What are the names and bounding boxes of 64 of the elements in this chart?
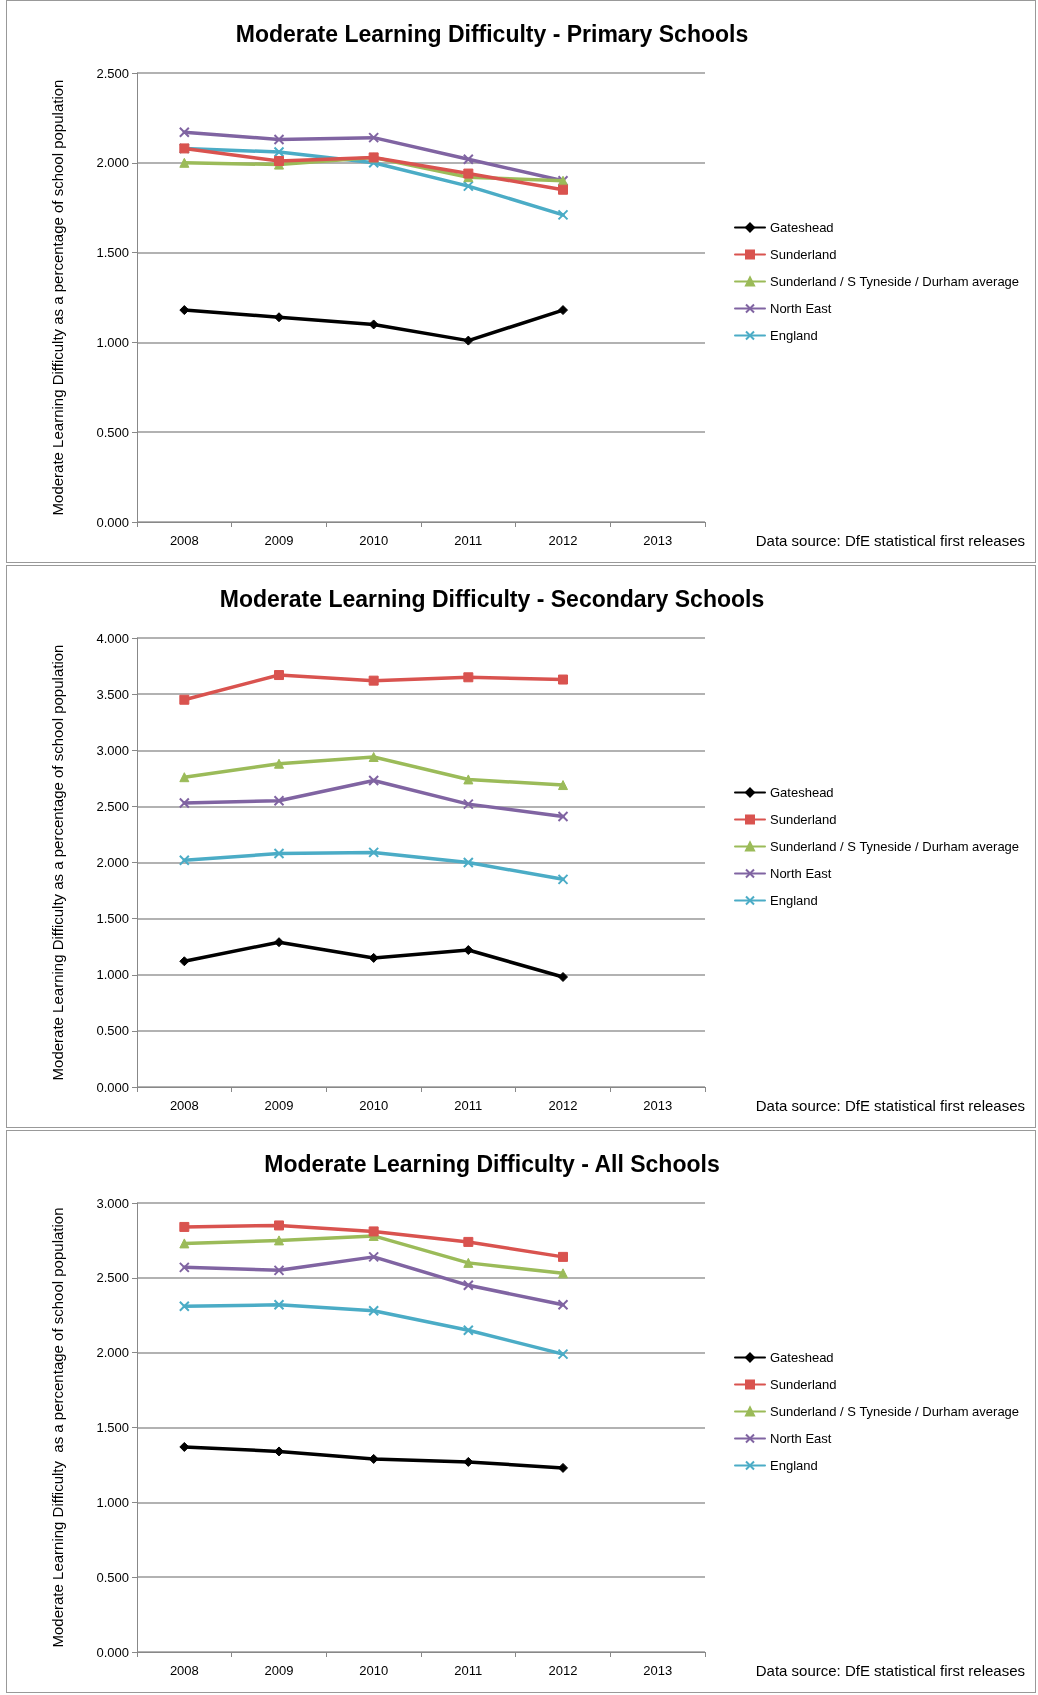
legend-label: Gateshead [770, 785, 834, 800]
y-tick-label: 4.000 [96, 630, 129, 646]
y-tick-label: 3.000 [96, 742, 129, 758]
source-note: Data source: DfE statistical first releases [755, 1097, 1026, 1114]
y-axis-title: Moderate Learning Difficulty as a percentage of school population [48, 644, 66, 1081]
x-tick-label: 2008 [169, 533, 199, 548]
legend-label: North East [770, 301, 832, 316]
x-tick-label: 2009 [264, 533, 294, 548]
legend-label: England [770, 328, 818, 343]
y-tick-label: 3.500 [96, 686, 129, 702]
y-tick-label: 0.000 [96, 1079, 129, 1095]
y-tick-label: 1.500 [96, 911, 129, 927]
y-tick-label: 2.500 [96, 798, 129, 814]
y-axis-title: Moderate Learning Difficulty as a percentage of school population [48, 79, 66, 516]
x-tick-label: 2012 [548, 533, 578, 548]
legend-label: England [770, 1458, 818, 1473]
x-tick-label: 2010 [359, 1663, 389, 1678]
x-tick-label: 2011 [454, 533, 483, 548]
y-tick-label: 0.000 [96, 1644, 129, 1660]
chart-title: Moderate Learning Difficulty - Secondary Schools [219, 585, 765, 612]
y-tick-label: 1.000 [96, 1494, 129, 1510]
y-tick-label: 1.000 [96, 967, 129, 983]
y-axis-title: Moderate Learning Difficulty as a percentage of school population [48, 1207, 66, 1648]
legend-label: North East [770, 1431, 832, 1446]
legend-label: England [770, 893, 818, 908]
legend-label: Sunderland [770, 247, 837, 262]
y-tick-label: 1.500 [96, 1420, 129, 1435]
x-tick-label: 2009 [264, 1663, 294, 1678]
legend-label: Gateshead [770, 220, 834, 235]
legend-label: Sunderland / S Tyneside / Durham average [770, 839, 1020, 854]
y-tick-label: 0.500 [96, 424, 129, 440]
legend-label: North East [770, 866, 832, 881]
legend-label: Gateshead [770, 1350, 834, 1365]
x-tick-label: 2010 [359, 533, 389, 548]
x-tick-label: 2008 [169, 1663, 199, 1678]
y-tick-label: 2.500 [96, 1270, 129, 1286]
legend-label: Sunderland [770, 1377, 837, 1392]
y-tick-label: 2.000 [96, 1345, 129, 1361]
y-tick-label: 2.000 [96, 155, 129, 171]
y-tick-label: 0.500 [96, 1023, 129, 1039]
source-note: Data source: DfE statistical first releases [755, 532, 1026, 549]
x-tick-label: 2009 [264, 1098, 294, 1113]
y-tick-label: 2.500 [96, 65, 129, 81]
x-tick-label: 2013 [643, 533, 673, 548]
x-tick-label: 2012 [548, 1098, 578, 1113]
y-tick-label: 0.000 [96, 514, 129, 530]
x-tick-label: 2013 [643, 1663, 673, 1678]
legend-label: Sunderland / S Tyneside / Durham average [770, 274, 1020, 289]
y-tick-label: 3.000 [96, 1195, 129, 1211]
x-tick-label: 2008 [169, 1098, 199, 1113]
y-tick-label: 0.500 [96, 1569, 129, 1585]
source-note: Data source: DfE statistical first releases [755, 1662, 1026, 1679]
x-tick-label: 2012 [548, 1663, 578, 1678]
x-tick-label: 2013 [643, 1098, 673, 1113]
y-tick-label: 1.500 [96, 245, 129, 261]
x-tick-label: 2011 [454, 1663, 483, 1678]
legend-label: Sunderland [770, 812, 837, 827]
x-tick-label: 2011 [454, 1098, 483, 1113]
chart-title: Moderate Learning Difficulty - All Schools [264, 1150, 720, 1177]
legend-label: Sunderland / S Tyneside / Durham average [770, 1404, 1020, 1419]
chart-title: Moderate Learning Difficulty - Primary Schools [235, 20, 749, 47]
x-tick-label: 2010 [359, 1098, 389, 1113]
y-tick-label: 1.000 [96, 334, 129, 350]
y-tick-label: 2.000 [96, 855, 129, 870]
